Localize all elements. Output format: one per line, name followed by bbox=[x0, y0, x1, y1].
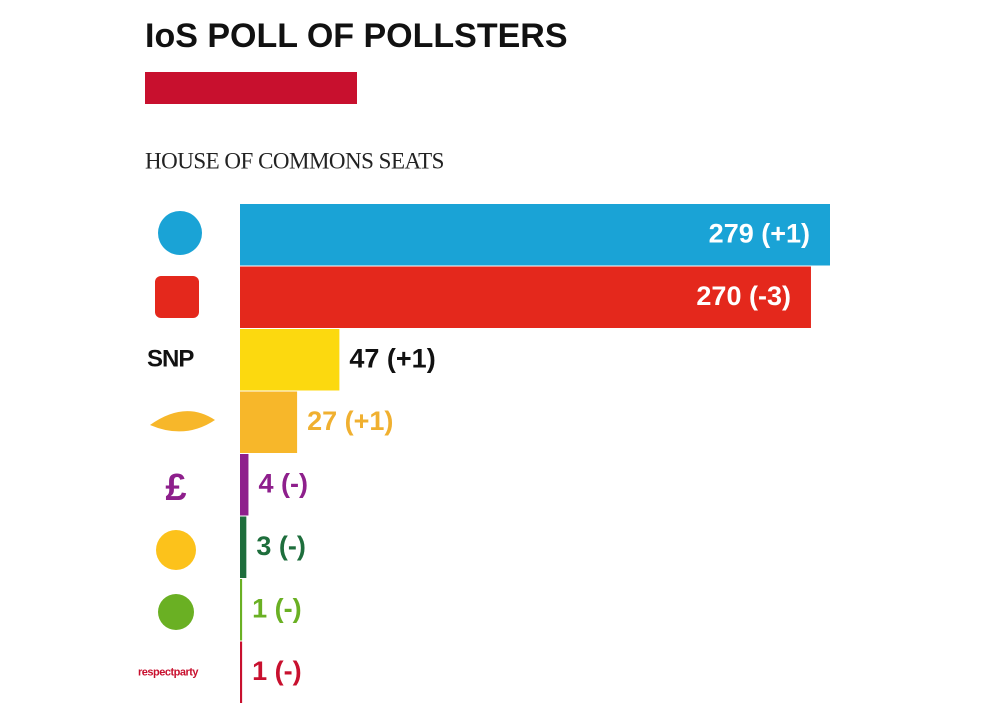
value-label: 270 (-3) bbox=[696, 281, 791, 311]
value-label: 47 (+1) bbox=[349, 343, 435, 373]
green-icon bbox=[158, 594, 194, 630]
ukip-icon: £ bbox=[165, 467, 186, 509]
bar bbox=[240, 329, 340, 391]
chart-subtitle: HOUSE OF COMMONS SEATS bbox=[145, 148, 444, 173]
category-label: SNP bbox=[147, 346, 194, 373]
bar bbox=[240, 641, 243, 703]
value-label: 3 (-) bbox=[256, 531, 306, 561]
bar bbox=[240, 391, 298, 453]
accent-bar bbox=[145, 72, 357, 104]
value-label: 279 (+1) bbox=[709, 218, 810, 248]
category-label: respectparty bbox=[138, 667, 199, 679]
bar bbox=[240, 204, 830, 266]
libdem-icon bbox=[150, 411, 215, 432]
labour-icon bbox=[155, 276, 199, 318]
value-label: 1 (-) bbox=[252, 593, 301, 623]
bar bbox=[240, 266, 811, 328]
plaid-icon bbox=[156, 530, 196, 570]
bar bbox=[240, 516, 247, 578]
value-label: 4 (-) bbox=[258, 468, 308, 498]
value-label: 27 (+1) bbox=[307, 406, 393, 436]
bar bbox=[240, 454, 249, 516]
bar bbox=[240, 579, 243, 641]
party-icons: £ bbox=[150, 211, 215, 630]
conservative-icon bbox=[158, 211, 202, 255]
chart-title: IoS POLL OF POLLSTERS bbox=[145, 17, 568, 55]
value-label: 1 (-) bbox=[252, 656, 301, 686]
